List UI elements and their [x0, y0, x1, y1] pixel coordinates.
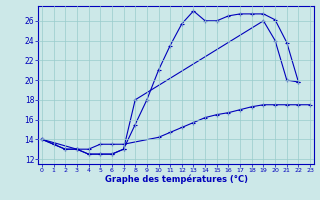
X-axis label: Graphe des températures (°C): Graphe des températures (°C) — [105, 175, 247, 184]
